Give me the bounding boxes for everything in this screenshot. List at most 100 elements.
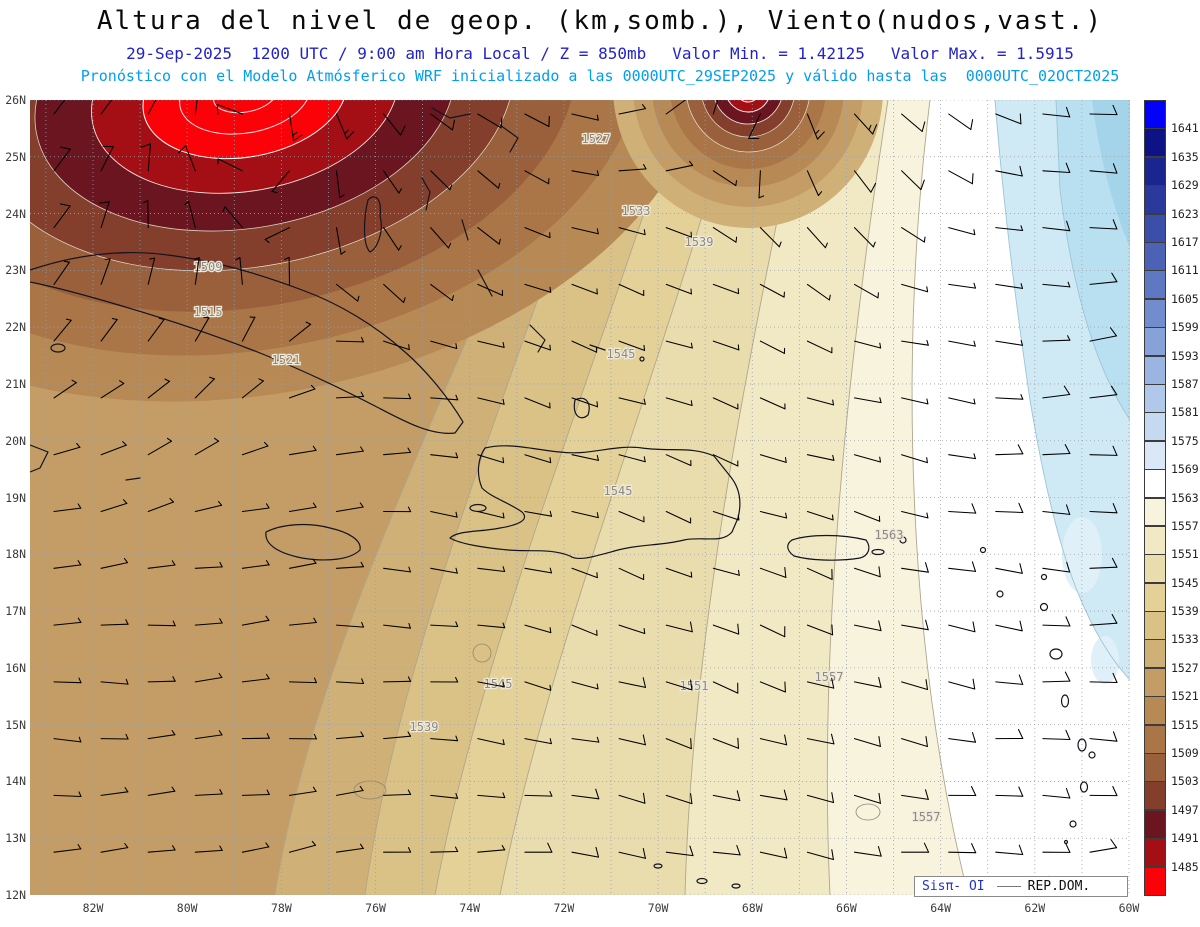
wind-barb-line [430,738,459,742]
colorbar-label: 1569 [1171,462,1199,477]
wind-barb-line [596,683,599,690]
wind-barb-line [925,736,928,748]
wind-barb-line [784,734,788,746]
wind-barb-line [53,446,81,456]
wind-barb-line [806,283,830,301]
wind-barb-line [596,512,599,519]
contour-label: 1557 [912,810,941,824]
wind-barb-line [1065,106,1071,118]
colorbar-label: 1515 [1171,717,1199,732]
wind-barb-line [853,397,882,404]
wind-barb-line [618,108,647,115]
colorbar-label: 1575 [1171,433,1199,448]
colorbar-cell [1144,355,1166,385]
wind-barb-line [455,621,459,628]
wind-barb-line [1065,842,1071,853]
wind-barb-line [689,845,694,857]
wind-barb-line [172,845,176,851]
wind-barb-line [408,344,410,351]
colorbar-label: 1497 [1171,802,1199,817]
wind-barb-line [665,227,692,238]
wind-barb-line [571,738,600,743]
wind-barb-line [737,623,740,635]
wind-barb-line [218,672,223,679]
wind-barb-line [171,786,176,792]
wind-barb-line [806,851,834,861]
contour-label: 1545 [484,677,513,691]
wind-barb-line [335,566,365,569]
wind-barb-line [995,453,1024,456]
contour-label: 1557 [815,670,844,684]
wind-barb-line [784,456,787,463]
wind-barb-line [111,317,118,321]
wind-barb-line [524,681,552,691]
wind-barb-line [359,843,364,849]
cayman-coastline [125,477,141,481]
colorbar-label: 1617 [1171,234,1199,249]
wind-barb-line [312,558,317,564]
wind-barb-line [217,500,223,506]
wind-barb-line [216,103,219,115]
wind-barb-line [430,340,458,350]
wind-barb-line [122,441,127,446]
contour-label: 1539 [685,235,714,249]
wind-barb-line [100,562,129,569]
wind-barb-line [596,170,600,177]
wind-barb-line [948,510,977,514]
wind-barb-line [948,738,977,743]
wind-barb-line [1042,393,1071,399]
contour-label: 1545 [607,347,636,361]
wind-barb-line [618,168,647,172]
wind-barb-line [477,397,505,405]
wind-barb-line [172,676,176,682]
wind-barb-line [53,261,70,285]
colorbar-label: 1485 [1171,859,1199,874]
bahamas-north-coastline [431,107,519,153]
wind-barb-line [194,378,215,399]
wind-barb-line [758,195,765,199]
wind-barb-line [923,842,930,853]
wind-barb-line [806,624,834,636]
wind-barb-line [53,681,82,684]
wind-barb-line [1020,394,1024,400]
wind-barb-line [451,119,456,131]
wind-barb-line [1042,170,1071,174]
wind-barb-line [853,738,881,747]
wind-barb-line [921,121,926,133]
wind-barb-line [737,737,740,749]
wind-barb-line [596,454,599,461]
turks-coastline [639,356,645,362]
wind-barb-line [265,615,270,621]
wind-barb-line [549,344,551,351]
wind-barb-line [335,283,359,302]
wind-barb-line [901,340,929,346]
colorbar-label: 1521 [1171,689,1199,704]
wind-barb-line [271,170,291,192]
wind-barb-line [759,738,788,746]
wind-barb-line [785,512,788,519]
wind-barb-line [643,344,646,351]
wind-barb-line [293,134,303,142]
wind-barb-line [430,567,458,574]
wind-barb-line [264,227,291,240]
wind-barb-line [217,158,243,172]
wind-barb-line [71,379,77,384]
wind-barb-line [194,566,223,569]
lat-label: 25N [5,149,26,164]
wind-barb-line [77,844,82,850]
wind-barb-line [77,617,82,623]
wind-barb-line [383,567,411,573]
wind-barb-line [288,323,312,342]
wind-barb-line [455,511,458,518]
wind-barb-line [712,397,739,410]
wind-barb-line [524,738,552,745]
wind-barb-line [712,227,737,243]
wind-barb-line [77,503,82,509]
wind-barb-line [194,734,223,740]
wind-barb-line [948,170,973,185]
wind-barb-line [1064,444,1071,455]
wind-barb-line [147,440,173,456]
wind-barb-line [853,454,882,463]
wind-barb-line [100,258,111,285]
wind-barb-line [901,113,923,133]
